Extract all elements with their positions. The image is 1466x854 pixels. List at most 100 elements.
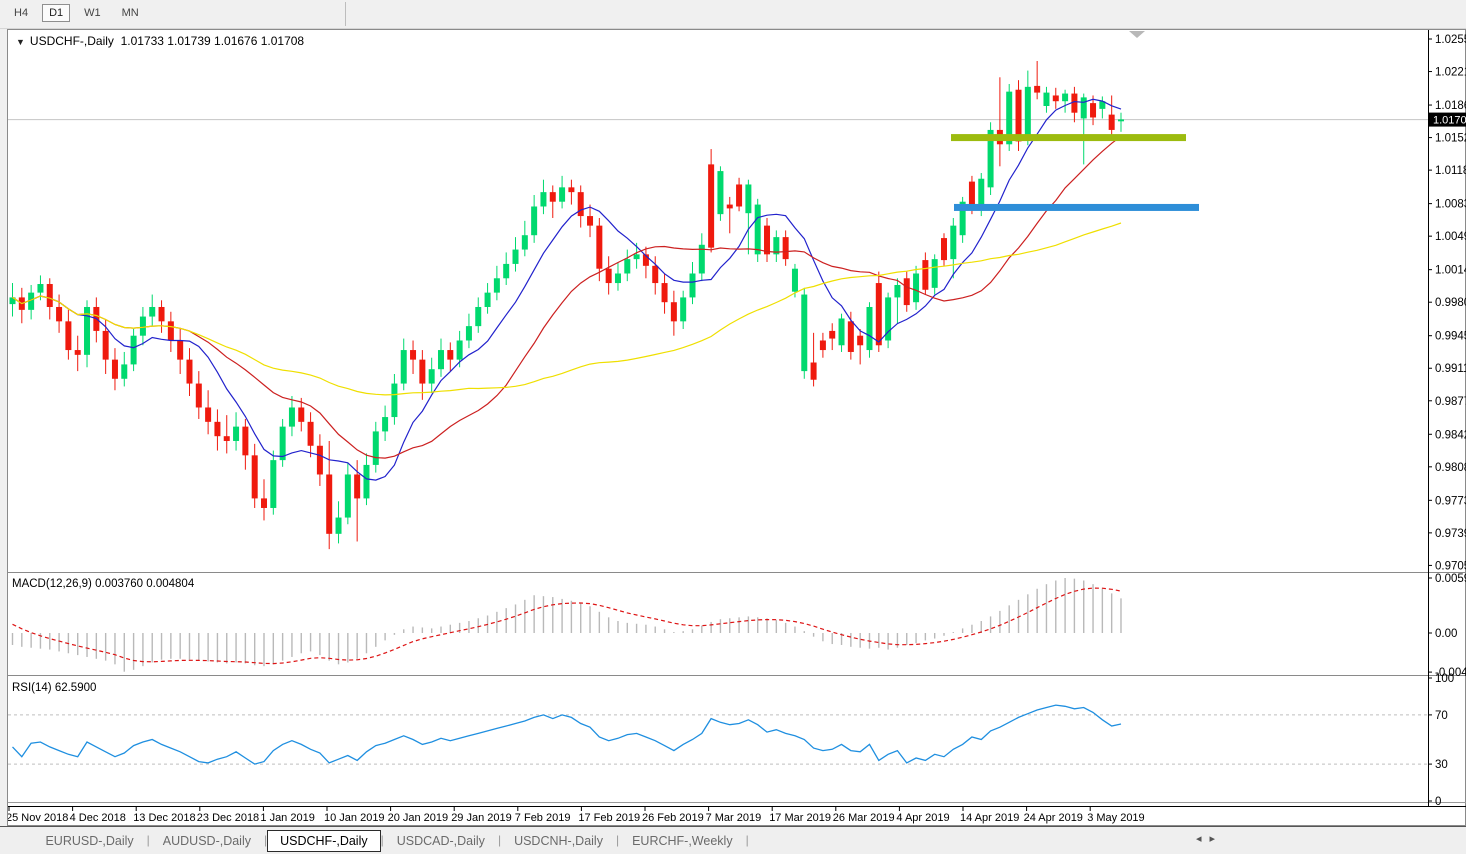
- candle-body: [559, 187, 566, 202]
- candle-body: [326, 474, 333, 534]
- candle-body: [577, 192, 584, 217]
- chart-tab-usdcad[interactable]: USDCAD-,Daily: [396, 834, 485, 848]
- toolbar-separator: [345, 2, 346, 26]
- chart-tab-usdcnh[interactable]: USDCNH-,Daily: [514, 834, 603, 848]
- candle-body: [773, 237, 780, 255]
- price-axis-label: 0.97730: [1435, 495, 1466, 507]
- date-axis-label: 26 Mar 2019: [833, 812, 895, 824]
- candle-body: [540, 192, 547, 207]
- date-axis-label: 17 Feb 2019: [578, 812, 640, 824]
- candle-body: [233, 426, 240, 441]
- candle-body: [1108, 114, 1115, 130]
- date-axis-label: 29 Jan 2019: [451, 812, 512, 824]
- candle-body: [214, 421, 221, 437]
- period-button-w1[interactable]: W1: [84, 7, 101, 19]
- candle-body: [885, 297, 892, 341]
- tab-scroll-left-icon[interactable]: ◂: [1196, 833, 1210, 845]
- candle-body: [680, 297, 687, 322]
- candle-body: [1080, 97, 1087, 119]
- period-button-d1[interactable]: D1: [42, 4, 71, 22]
- candle-body: [1052, 95, 1059, 102]
- candle-body: [270, 460, 277, 508]
- candle-body: [354, 474, 361, 499]
- chart-ohlc-values: 1.01733 1.01739 1.01676 1.01708: [120, 34, 305, 48]
- period-button-mn[interactable]: MN: [121, 7, 139, 19]
- candle-body: [74, 350, 81, 355]
- date-axis-label: 24 Apr 2019: [1024, 812, 1083, 824]
- candle-body: [84, 306, 91, 355]
- chart-canvas[interactable]: 1.02550 1.02210 1.01860 1.01520 1.01180 1.008…: [8, 30, 1466, 825]
- price-axis-label: 0.97390: [1435, 528, 1466, 540]
- chart-tab-eurchf[interactable]: EURCHF-,Weekly: [632, 834, 733, 848]
- candle-body: [316, 445, 323, 475]
- candle-body: [205, 407, 212, 422]
- candle-body: [37, 284, 44, 293]
- candle-body: [298, 407, 305, 422]
- candle-body: [875, 283, 882, 346]
- candle-body: [149, 306, 156, 317]
- candle-body: [419, 359, 426, 384]
- candle-body: [307, 421, 314, 446]
- candle-body: [9, 297, 16, 305]
- tab-scroll-right-icon[interactable]: ▸: [1209, 833, 1224, 845]
- candle-body: [801, 294, 808, 372]
- moving-average-20: [12, 135, 1122, 459]
- period-button-h4[interactable]: H4: [14, 7, 29, 19]
- current-price-label: 1.01708: [1433, 115, 1466, 127]
- candle-body: [791, 268, 798, 292]
- tab-divider: |: [745, 833, 749, 847]
- candle-body: [288, 407, 295, 427]
- candle-body: [1099, 101, 1106, 109]
- chart-tab-audusd[interactable]: AUDUSD-,Daily: [162, 834, 251, 848]
- candle-body: [428, 369, 435, 384]
- tab-divider: |: [146, 833, 150, 847]
- chart-tab-bar: EURUSD-,Daily | AUDUSD-,Daily | USDCHF-,…: [0, 826, 1466, 854]
- candle-body: [745, 184, 752, 214]
- date-axis-label: 17 Mar 2019: [769, 812, 831, 824]
- date-axis-label: 25 Nov 2018: [8, 812, 68, 824]
- chart-title: ▼ USDCHF-,Daily 1.01733 1.01739 1.01676 1…: [16, 34, 304, 48]
- price-axis-label: 1.01520: [1435, 133, 1466, 145]
- candle-body: [922, 260, 929, 290]
- candle-body: [130, 335, 137, 365]
- chart-tab-eurusd[interactable]: EURUSD-,Daily: [45, 834, 134, 848]
- tab-divider: |: [380, 833, 384, 847]
- price-axis-label: 1.00490: [1435, 231, 1466, 243]
- candle-body: [475, 306, 482, 327]
- candle-body: [549, 192, 556, 202]
- date-axis-label: 26 Feb 2019: [642, 812, 704, 824]
- price-axis-label: 1.02210: [1435, 67, 1466, 79]
- date-axis-label: 4 Apr 2019: [896, 812, 949, 824]
- date-axis-label: 3 May 2019: [1087, 812, 1144, 824]
- candle-body: [968, 181, 975, 209]
- price-axis-label: 0.98080: [1435, 462, 1466, 474]
- trendline-support-blue: [954, 203, 1199, 211]
- candle-body: [372, 431, 379, 465]
- candle-body: [857, 335, 864, 346]
- price-axis-label: 0.99800: [1435, 297, 1466, 309]
- candle-body: [261, 498, 268, 508]
- candle-body: [978, 178, 985, 210]
- symbol-dropdown-icon[interactable]: ▼: [16, 37, 25, 47]
- chart-tab-usdchf[interactable]: USDCHF-,Daily: [267, 830, 381, 852]
- candle-body: [838, 318, 845, 346]
- chart-symbol-label: USDCHF-,Daily: [29, 34, 114, 48]
- candle-body: [251, 455, 258, 499]
- candle-body: [465, 326, 472, 341]
- candle-body: [512, 249, 519, 264]
- candle-body: [1015, 89, 1022, 142]
- candle-body: [810, 362, 817, 380]
- candle-body: [1117, 119, 1124, 122]
- chart-window[interactable]: 1.02550 1.02210 1.01860 1.01520 1.01180 1.008…: [7, 29, 1466, 826]
- candle-body: [587, 216, 594, 226]
- candle-body: [717, 171, 724, 215]
- candle-body: [167, 321, 174, 341]
- rsi-axis-label: 100: [1435, 673, 1454, 685]
- candle-body: [1062, 93, 1069, 102]
- price-axis-label: 1.01860: [1435, 100, 1466, 112]
- candle-body: [1034, 85, 1041, 93]
- candle-body: [959, 201, 966, 236]
- candle-body: [186, 359, 193, 384]
- candle-body: [46, 284, 53, 307]
- candle-body: [65, 321, 72, 351]
